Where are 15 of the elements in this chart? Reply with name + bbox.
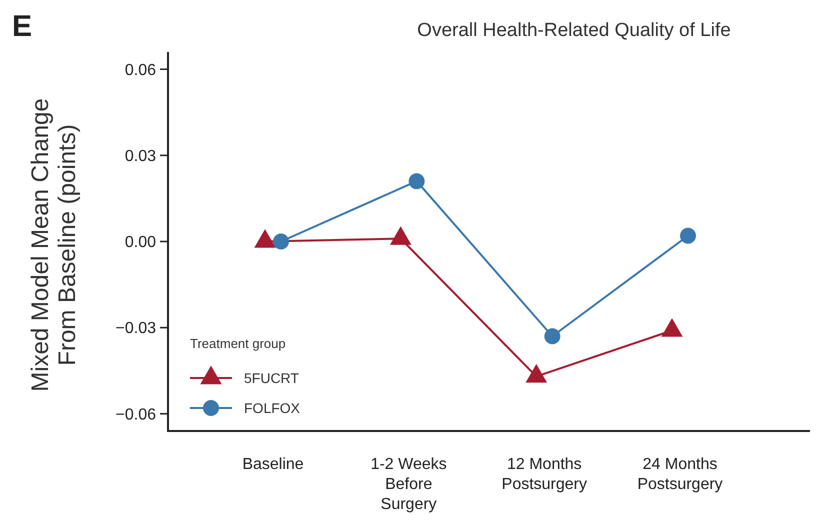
y-tick-label: −0.06 [116, 406, 156, 424]
x-tick-label: 12 Months Postsurgery [502, 456, 588, 493]
legend-label: FOLFOX [244, 400, 301, 416]
y-tick-label: 0.06 [124, 62, 156, 79]
y-axis-title: Mixed Model Mean Change From Baseline (points) [27, 98, 81, 392]
x-tick-label: 24 Months Postsurgery [637, 456, 723, 493]
legend-label: 5FUCRT [244, 370, 300, 386]
x-tick-label: Baseline [242, 456, 304, 473]
y-tick-label: 0.00 [124, 234, 156, 252]
legend-title: Treatment group [190, 336, 286, 351]
y-tick-label: −0.03 [116, 320, 156, 338]
y-tick-label: 0.03 [124, 148, 156, 165]
x-tick-label: 1-2 Weeks Before Surgery [370, 456, 447, 513]
chart-title: Overall Health-Related Quality of Life [417, 20, 731, 41]
text: E [12, 10, 32, 43]
